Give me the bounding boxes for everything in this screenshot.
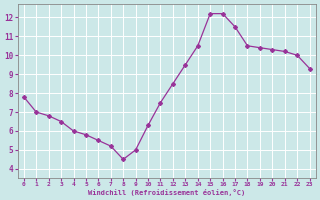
X-axis label: Windchill (Refroidissement éolien,°C): Windchill (Refroidissement éolien,°C): [88, 189, 245, 196]
